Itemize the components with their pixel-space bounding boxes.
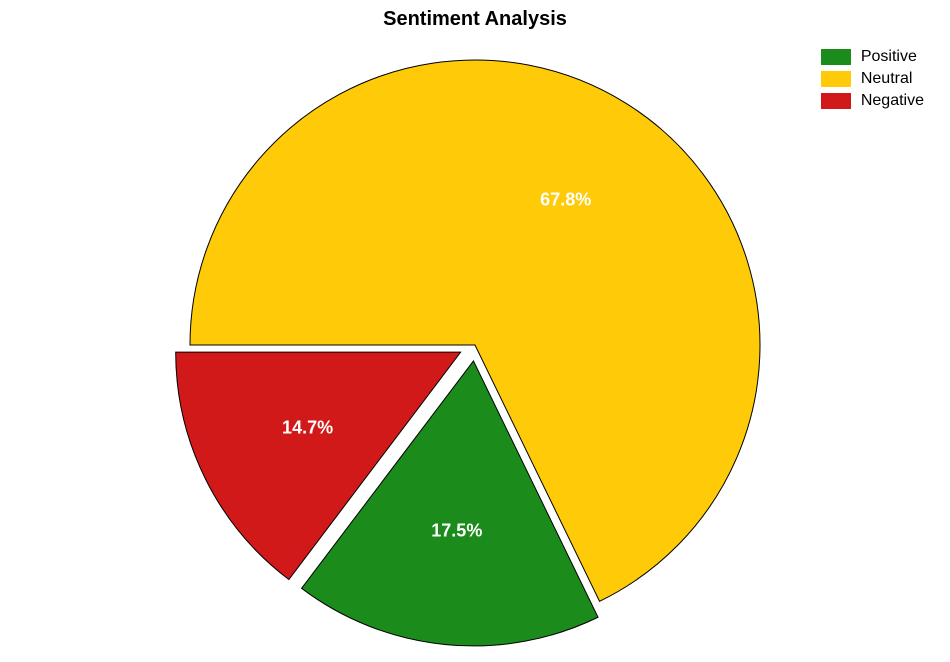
slice-label-neutral: 67.8% xyxy=(540,190,591,211)
slice-label-positive: 17.5% xyxy=(431,521,482,542)
legend-item-positive: Positive xyxy=(821,48,924,66)
legend: Positive Neutral Negative xyxy=(821,48,924,114)
legend-label-neutral: Neutral xyxy=(861,70,913,88)
sentiment-pie-chart: Sentiment Analysis Positive Neutral Nega… xyxy=(0,0,950,662)
legend-swatch-negative xyxy=(821,93,851,109)
pie-svg xyxy=(0,0,950,662)
legend-label-positive: Positive xyxy=(861,48,917,66)
legend-item-negative: Negative xyxy=(821,92,924,110)
slice-label-negative: 14.7% xyxy=(282,418,333,439)
legend-item-neutral: Neutral xyxy=(821,70,924,88)
legend-swatch-positive xyxy=(821,49,851,65)
legend-label-negative: Negative xyxy=(861,92,924,110)
legend-swatch-neutral xyxy=(821,71,851,87)
